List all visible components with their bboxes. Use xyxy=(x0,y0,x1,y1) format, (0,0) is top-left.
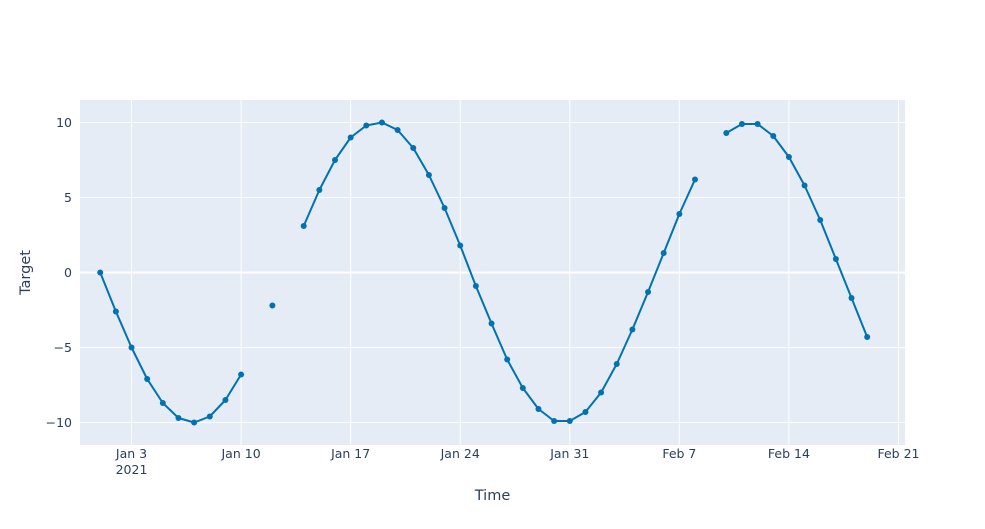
data-point xyxy=(159,400,166,406)
y-tick-label: 0 xyxy=(64,265,72,280)
data-point xyxy=(832,256,839,262)
data-point xyxy=(144,376,151,382)
data-point xyxy=(598,389,605,396)
data-point xyxy=(817,217,824,223)
data-point xyxy=(378,119,385,126)
data-point xyxy=(316,187,323,193)
data-point xyxy=(504,356,511,363)
data-point xyxy=(112,308,119,315)
data-point xyxy=(848,295,855,301)
data-point xyxy=(801,182,808,189)
x-tick-label: Jan 3 xyxy=(115,446,147,461)
y-axis-title: Target xyxy=(18,250,34,296)
data-point xyxy=(363,122,370,129)
data-point xyxy=(175,415,182,421)
data-point xyxy=(472,283,479,289)
y-tick-label: −10 xyxy=(46,415,72,430)
data-point xyxy=(676,211,683,217)
data-point xyxy=(238,371,245,378)
data-point xyxy=(723,130,730,136)
y-tick-label: 5 xyxy=(64,190,72,205)
data-point xyxy=(645,289,652,295)
data-point xyxy=(692,176,698,183)
x-tick-label: Feb 21 xyxy=(877,446,919,461)
data-point xyxy=(425,172,432,178)
data-point xyxy=(770,133,777,139)
x-tick-label: Jan 31 xyxy=(549,446,589,461)
data-point xyxy=(738,121,745,127)
x-tick-label: Jan 17 xyxy=(330,446,370,461)
data-point xyxy=(222,397,229,403)
data-point xyxy=(394,127,401,133)
data-point xyxy=(535,406,542,412)
data-point xyxy=(410,145,417,151)
grid-lines xyxy=(80,100,905,445)
data-point xyxy=(629,326,636,333)
data-point xyxy=(660,250,667,256)
data-point xyxy=(785,154,792,160)
data-point xyxy=(97,269,104,276)
y-axis-ticks: 10 5 0 −5 −10 xyxy=(46,115,72,430)
data-point xyxy=(206,413,213,420)
data-point xyxy=(269,302,276,309)
data-point xyxy=(191,419,198,426)
data-point xyxy=(332,157,338,163)
data-point xyxy=(519,385,526,391)
x-tick-label: Feb 14 xyxy=(768,446,810,461)
x-tick-label: Jan 24 xyxy=(440,446,480,461)
series-line xyxy=(725,123,869,338)
data-point xyxy=(457,242,464,249)
data-point xyxy=(613,361,620,367)
data-point xyxy=(128,344,135,351)
data-point xyxy=(347,134,354,141)
data-point xyxy=(754,121,761,127)
data-point xyxy=(441,205,448,211)
data-point xyxy=(300,223,307,229)
data-point xyxy=(566,418,573,424)
data-point xyxy=(864,334,871,340)
data-point xyxy=(488,320,495,327)
data-point xyxy=(582,409,589,415)
x-tick-sublabel: 2021 xyxy=(116,462,148,477)
x-tick-label: Feb 7 xyxy=(662,446,696,461)
y-tick-label: 10 xyxy=(56,115,72,130)
y-tick-label: −5 xyxy=(54,340,72,355)
x-axis-title: Time xyxy=(474,488,511,504)
x-tick-label: Jan 10 xyxy=(221,446,261,461)
series-layer xyxy=(97,119,871,426)
series-line xyxy=(99,272,242,424)
data-point xyxy=(551,418,558,424)
